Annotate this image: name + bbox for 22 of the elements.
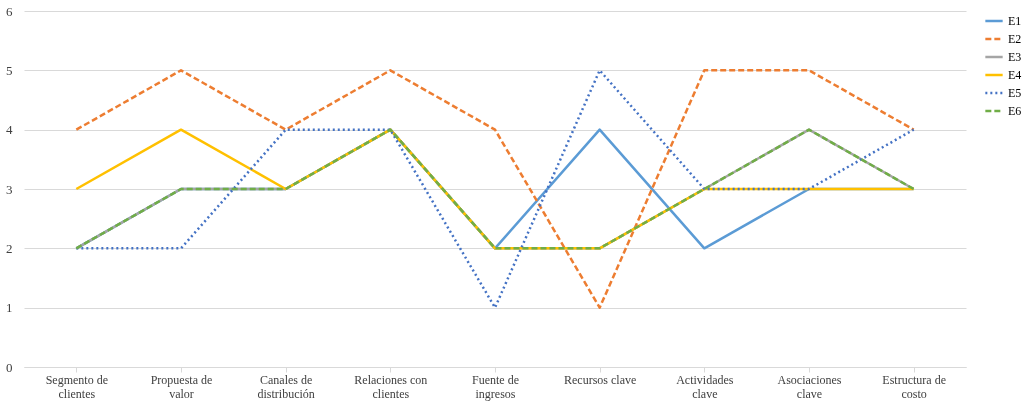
legend-label: E2 xyxy=(1008,32,1022,46)
x-tick-label: Recursos clave xyxy=(564,372,637,387)
x-tick-label: Propuesta de valor xyxy=(150,372,213,401)
y-tick-label: 0 xyxy=(6,359,13,375)
y-tick-label: 5 xyxy=(6,62,13,78)
x-tick-label: Canales de distribución xyxy=(257,372,315,401)
x-tick-label: Estructura de costo xyxy=(882,372,946,401)
x-tick-label: Actividades clave xyxy=(676,372,734,401)
y-tick-label: 4 xyxy=(6,122,13,138)
legend-label: E5 xyxy=(1008,86,1022,100)
legend-label: E6 xyxy=(1008,104,1022,118)
legend-label: E4 xyxy=(1008,68,1022,82)
y-tick-label: 3 xyxy=(6,181,13,197)
x-tick-label: Fuente de ingresos xyxy=(472,372,519,401)
x-tick-label: Asociaciones clave xyxy=(777,372,842,401)
y-tick-label: 1 xyxy=(6,300,13,316)
x-tick-label: Segmento de clientes xyxy=(45,372,108,401)
x-tick-label: Relaciones con clientes xyxy=(354,372,428,401)
y-tick-label: 6 xyxy=(6,3,13,19)
legend-label: E1 xyxy=(1008,14,1022,28)
legend-label: E3 xyxy=(1008,50,1022,64)
y-tick-label: 2 xyxy=(6,240,13,256)
